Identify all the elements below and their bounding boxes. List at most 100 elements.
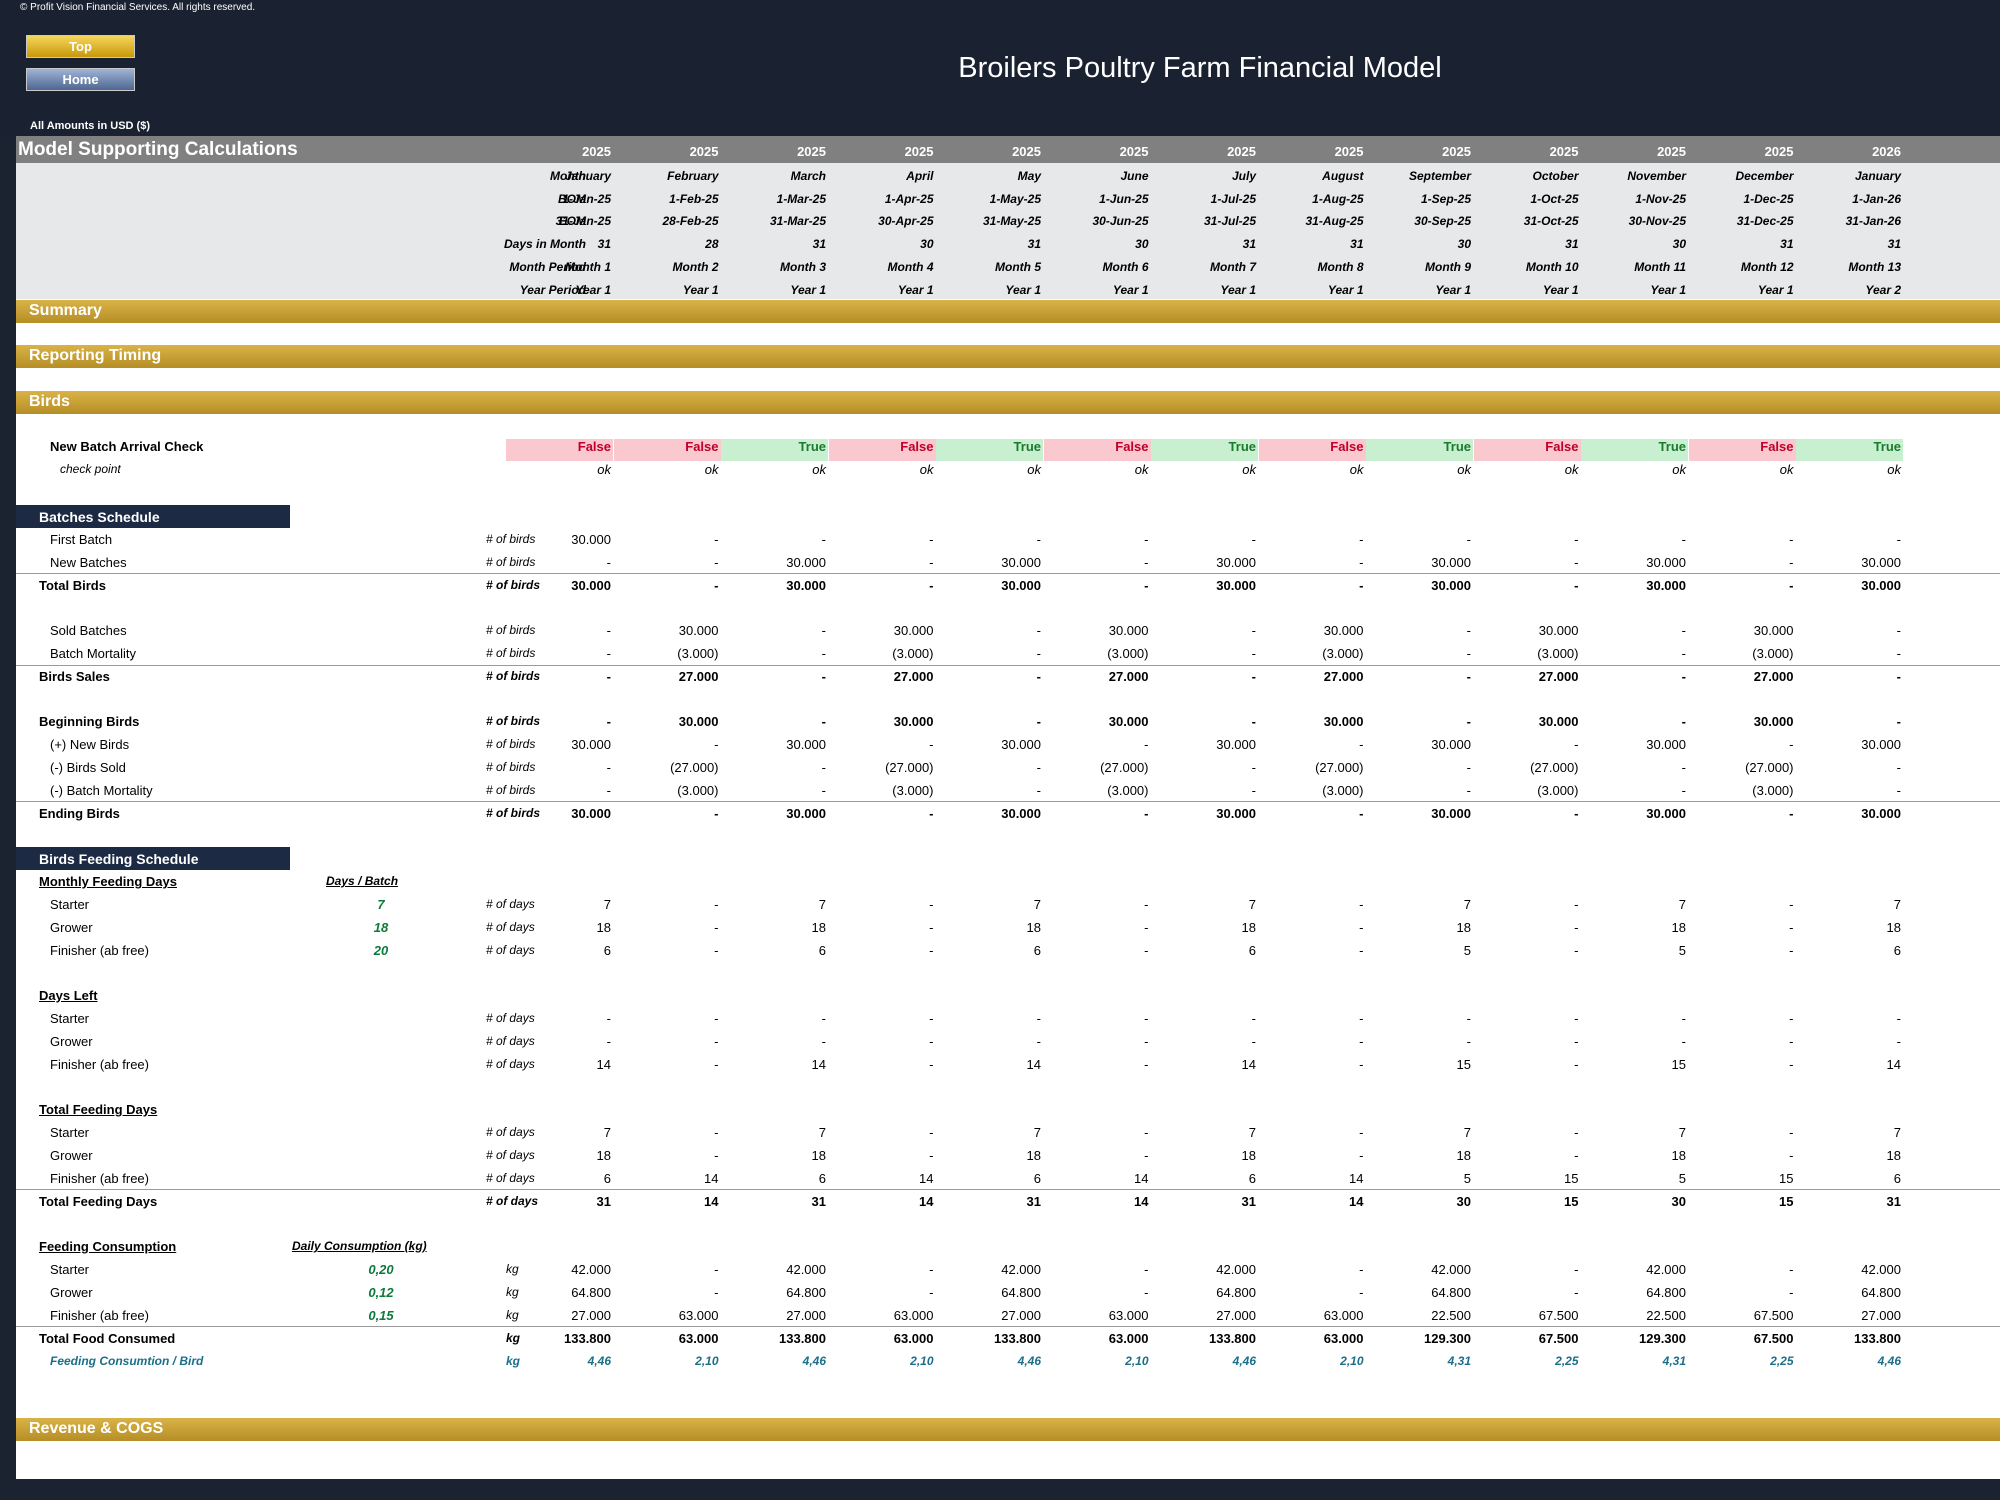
cell-value: -	[1574, 737, 1579, 752]
cell-value: Year 1	[1650, 282, 1686, 297]
arrival-check-bg	[1366, 439, 1473, 461]
cell-value: -	[1359, 555, 1364, 570]
monthly-feeding-title: Monthly Feeding Days	[39, 874, 177, 889]
unit-label: # of birds	[486, 578, 541, 592]
cell-value: 30.000	[1753, 623, 1794, 638]
row-label: Starter	[50, 1011, 90, 1026]
row-label: Total Birds	[39, 578, 106, 593]
arrival-check-value: False	[1760, 439, 1794, 454]
cell-value: 14	[1026, 1057, 1041, 1072]
header-row: EOM 31-Jan-25 28-Feb-25 31-Mar-25 30-Apr-25 3…	[16, 214, 2000, 236]
cell-value: Year 1	[1757, 282, 1794, 297]
cell-value: Year 1	[682, 282, 719, 297]
cell-value: 22.500	[1431, 1308, 1471, 1323]
cell-value: 2025	[1442, 144, 1471, 159]
cell-value: -	[1574, 1034, 1579, 1049]
cell-value: 64.800	[1431, 1285, 1471, 1300]
arrival-check-value: False	[685, 439, 719, 454]
cell-value: -	[1681, 623, 1686, 638]
arrival-check-value: False	[1115, 439, 1149, 454]
header-row: Year Period Year 1 Year 1 Year 1 Year 1 Year …	[16, 283, 2000, 305]
cell-value: 129.300	[1639, 1331, 1686, 1346]
cell-value: 4,31	[1447, 1354, 1471, 1368]
cell-value: -	[606, 646, 611, 661]
cell-value: -	[821, 646, 826, 661]
cell-value: 1-Dec-25	[1743, 191, 1794, 206]
cell-value: 30	[1671, 1194, 1686, 1209]
cell-value: 18	[811, 1148, 826, 1163]
cell-value: 7	[603, 1125, 611, 1140]
check-point-row: check point ok ok ok ok ok ok ok ok ok ok ok ok ok	[16, 462, 2000, 484]
cell-value: 18	[811, 920, 826, 935]
top-button[interactable]: Top	[26, 35, 135, 58]
cell-value: 27.000	[1753, 669, 1794, 684]
row-label: Feeding Consumtion / Bird	[50, 1354, 204, 1368]
cell-value: 4,46	[1877, 1354, 1901, 1368]
arrival-check-bg	[721, 439, 828, 461]
arrival-check-row: New Batch Arrival Check False False True Fal…	[16, 439, 2000, 461]
cell-value: -	[1681, 760, 1686, 775]
cell-value: 7	[1463, 897, 1471, 912]
cell-value: June	[1120, 169, 1149, 183]
cell-value: (3.000)	[1752, 783, 1794, 798]
cell-value: 64.800	[1216, 1285, 1256, 1300]
cell-value: January	[564, 169, 611, 183]
cell-value: -	[1896, 714, 1901, 729]
cell-value: 31	[1242, 237, 1256, 252]
cell-value: 6	[1033, 1171, 1041, 1186]
row-label: New Batches	[50, 555, 127, 570]
arrival-check-bg	[1258, 439, 1366, 461]
unit-label: # of birds	[486, 714, 541, 728]
unit-label: # of days	[486, 897, 535, 911]
cell-value: Month 9	[1425, 259, 1471, 274]
cell-value: -	[929, 1057, 934, 1072]
cell-value: -	[1896, 669, 1901, 684]
cell-value: 63.000	[893, 1331, 934, 1346]
unit-label: # of days	[486, 920, 535, 934]
cell-value: 63.000	[1108, 1308, 1149, 1323]
feeding-row: Grower # of days - - - - - - - - - - - - -	[16, 1034, 2000, 1056]
days-per-batch-title: Days / Batch	[326, 874, 399, 888]
feeding-row: Finisher (ab free) 20 # of days 6 - 6 - 6 - 6 - 5 - 5…	[16, 943, 2000, 965]
home-button[interactable]: Home	[26, 68, 135, 91]
cell-value: 6	[1033, 943, 1041, 958]
cell-value: -	[714, 1125, 719, 1140]
cell-value: 15	[1564, 1194, 1579, 1209]
cell-value: 30.000	[893, 623, 934, 638]
cell-value: -	[1466, 714, 1471, 729]
cell-value: -	[929, 943, 934, 958]
parameter-value: 0,20	[368, 1262, 394, 1277]
cell-value: October	[1532, 169, 1579, 183]
row-label: Grower	[50, 1148, 93, 1163]
cell-value: 42.000	[1646, 1262, 1686, 1277]
cell-value: Month 6	[1102, 259, 1149, 274]
birds-row: (-) Batch Mortality # of birds - (3.000) - (3…	[16, 783, 2000, 805]
cell-value: -	[714, 555, 719, 570]
cell-value: 2025	[904, 144, 934, 159]
row-label: Finisher (ab free)	[50, 943, 149, 958]
cell-value: (27.000)	[670, 760, 719, 775]
cell-value: -	[1359, 897, 1364, 912]
cell-value: -	[1251, 783, 1256, 798]
cell-value: 30.000	[571, 737, 611, 752]
cell-value: 31	[1027, 237, 1041, 252]
arrival-check-bg	[1688, 439, 1796, 461]
cell-value: 30.000	[1216, 578, 1256, 593]
row-divider	[16, 573, 2000, 574]
cell-value: 67.500	[1753, 1308, 1794, 1323]
cell-value: 31	[1026, 1194, 1041, 1209]
cell-value: -	[821, 714, 826, 729]
cell-value: -	[929, 1262, 934, 1277]
cell-value: 1-Mar-25	[776, 191, 826, 206]
cell-value: -	[1789, 897, 1794, 912]
row-label: Sold Batches	[50, 623, 127, 638]
cell-value: -	[1036, 669, 1041, 684]
cell-value: 30.000	[571, 532, 611, 547]
arrival-check-bg	[1473, 439, 1581, 461]
batches-schedule-header: Batches Schedule	[16, 505, 290, 528]
cell-value: -	[714, 897, 719, 912]
row-divider	[16, 665, 2000, 666]
unit-label: # of birds	[486, 646, 536, 660]
cell-value: 67.500	[1538, 1331, 1579, 1346]
year-row: Model Supporting Calculations 2025 2025 202…	[16, 136, 2000, 163]
